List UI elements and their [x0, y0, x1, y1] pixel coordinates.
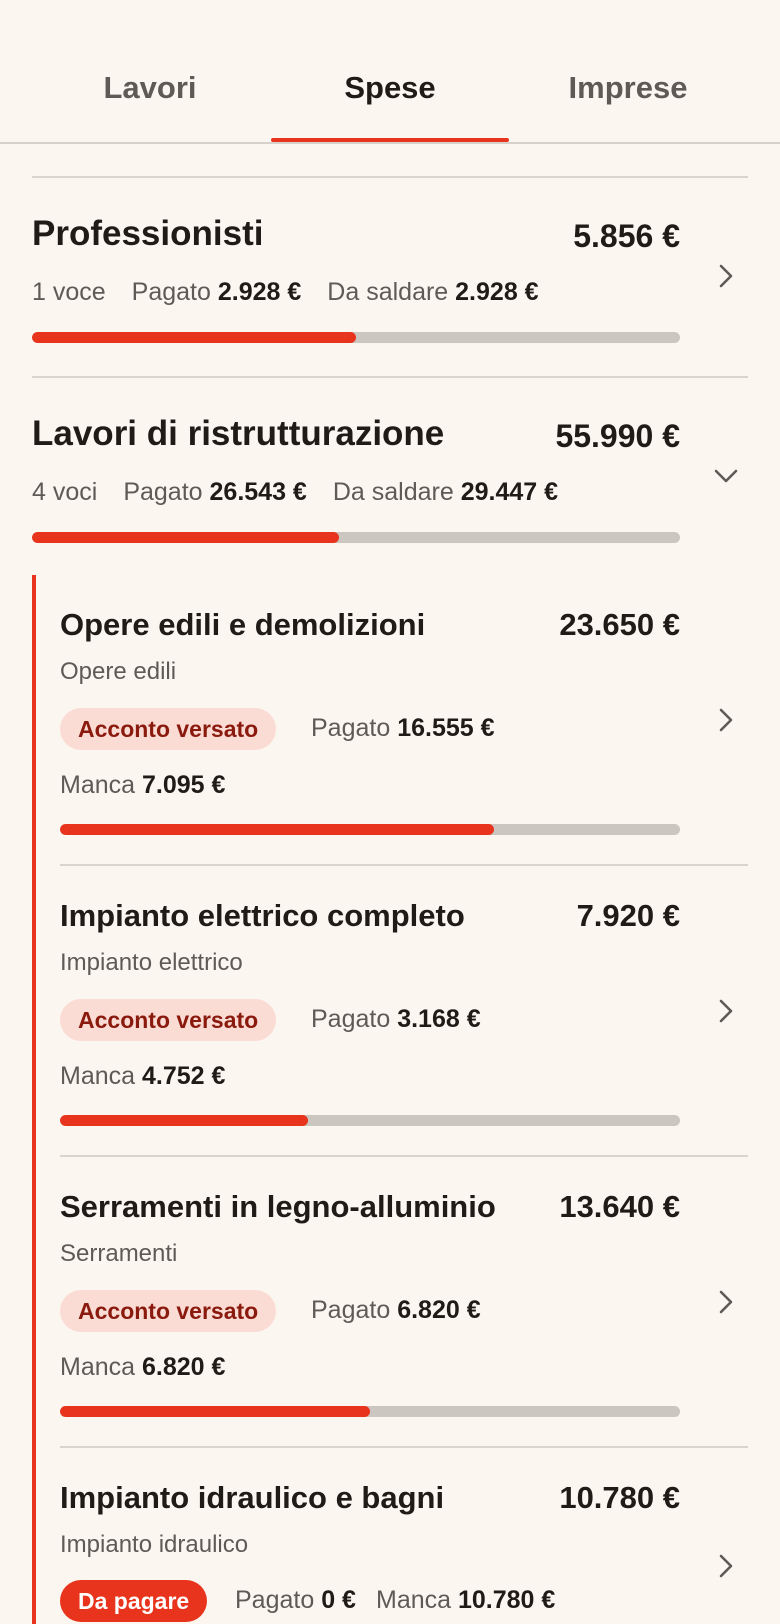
- group-accent-line: [32, 575, 36, 1624]
- item-title: Opere edili e demolizioni: [60, 607, 426, 642]
- item-amount: 23.650 €: [559, 607, 680, 642]
- paid-value: 6.820 €: [397, 1296, 481, 1324]
- paid-value: 26.543 €: [209, 478, 307, 506]
- item-category: Impianto idraulico: [60, 1531, 249, 1558]
- group-title: Professionisti: [32, 214, 264, 253]
- item-title: Impianto idraulico e bagni: [60, 1480, 445, 1515]
- item-title: Serramenti in legno-alluminio: [60, 1189, 496, 1224]
- due-value: 29.447 €: [460, 478, 559, 506]
- item-missing: Manca 4.752 €: [60, 1062, 225, 1091]
- chevron-right-icon[interactable]: [712, 1552, 740, 1580]
- paid-label: Pagato: [311, 1296, 391, 1324]
- missing-label: Manca: [60, 771, 136, 799]
- missing-label: Manca: [376, 1586, 452, 1614]
- group-meta: 1 voce Pagato 2.928 € Da saldare 2.928 €: [32, 278, 539, 307]
- paid-label: Pagato: [123, 478, 203, 506]
- item-paid: Pagato 6.820 €: [311, 1296, 481, 1325]
- divider: [32, 376, 748, 378]
- group-amount: 5.856 €: [573, 218, 680, 254]
- group-count: 4 voci: [32, 478, 98, 506]
- due-value: 2.928 €: [455, 278, 539, 306]
- missing-value: 6.820 €: [142, 1353, 226, 1381]
- progress-fill: [60, 1406, 370, 1417]
- tab-bar: Lavori Spese Imprese: [0, 0, 780, 144]
- missing-value: 4.752 €: [142, 1062, 226, 1090]
- progress-bar: [60, 1406, 680, 1417]
- item-amount: 7.920 €: [576, 898, 680, 933]
- tab-imprese[interactable]: Imprese: [568, 70, 688, 105]
- item-amount: 10.780 €: [559, 1480, 680, 1515]
- due-label: Da saldare: [327, 278, 449, 306]
- paid-label: Pagato: [235, 1586, 315, 1614]
- item-category: Serramenti: [60, 1240, 178, 1267]
- active-tab-indicator: [271, 138, 509, 142]
- paid-value: 3.168 €: [397, 1005, 481, 1033]
- group-count: 1 voce: [32, 278, 106, 306]
- progress-fill: [32, 332, 356, 343]
- paid-value: 2.928 €: [217, 278, 302, 306]
- group-meta: 4 voci Pagato 26.543 € Da saldare 29.447 €: [32, 478, 558, 507]
- progress-fill: [32, 532, 340, 543]
- paid-value: 0 €: [321, 1586, 356, 1614]
- paid-label: Pagato: [311, 1005, 391, 1033]
- missing-value: 7.095 €: [142, 771, 226, 799]
- item-paid: Pagato 3.168 €: [311, 1005, 481, 1034]
- progress-bar: [60, 824, 680, 835]
- item-missing: Manca 10.780 €: [376, 1586, 555, 1615]
- chevron-right-icon[interactable]: [712, 997, 740, 1025]
- missing-value: 10.780 €: [458, 1586, 556, 1614]
- status-badge: Acconto versato: [60, 1290, 277, 1332]
- progress-fill: [60, 824, 494, 835]
- missing-label: Manca: [60, 1062, 136, 1090]
- item-paid: Pagato 16.555 €: [311, 714, 495, 743]
- divider: [60, 1155, 748, 1157]
- item-missing: Manca 6.820 €: [60, 1353, 225, 1382]
- item-paid: Pagato 0 €: [235, 1586, 356, 1615]
- status-badge: Da pagare: [60, 1580, 208, 1622]
- divider: [60, 1446, 748, 1448]
- chevron-right-icon[interactable]: [712, 706, 740, 734]
- progress-bar: [32, 532, 680, 543]
- progress-fill: [60, 1115, 308, 1126]
- divider: [32, 176, 748, 178]
- missing-label: Manca: [60, 1353, 136, 1381]
- paid-value: 16.555 €: [397, 714, 495, 742]
- chevron-right-icon[interactable]: [712, 262, 740, 290]
- status-badge: Acconto versato: [60, 708, 277, 750]
- divider: [60, 864, 748, 866]
- chevron-down-icon[interactable]: [712, 462, 740, 490]
- item-title: Impianto elettrico completo: [60, 898, 465, 933]
- group-title: Lavori di ristrutturazione: [32, 414, 445, 453]
- progress-bar: [32, 332, 680, 343]
- chevron-right-icon[interactable]: [712, 1288, 740, 1316]
- status-badge: Acconto versato: [60, 999, 277, 1041]
- item-category: Opere edili: [60, 658, 177, 685]
- item-category: Impianto elettrico: [60, 949, 243, 976]
- paid-label: Pagato: [311, 714, 391, 742]
- paid-label: Pagato: [131, 278, 211, 306]
- due-label: Da saldare: [332, 478, 454, 506]
- progress-bar: [60, 1115, 680, 1126]
- item-missing: Manca 7.095 €: [60, 771, 225, 800]
- tab-lavori[interactable]: Lavori: [103, 70, 197, 105]
- tab-spese[interactable]: Spese: [344, 70, 436, 105]
- item-amount: 13.640 €: [559, 1189, 680, 1224]
- group-amount: 55.990 €: [555, 418, 680, 454]
